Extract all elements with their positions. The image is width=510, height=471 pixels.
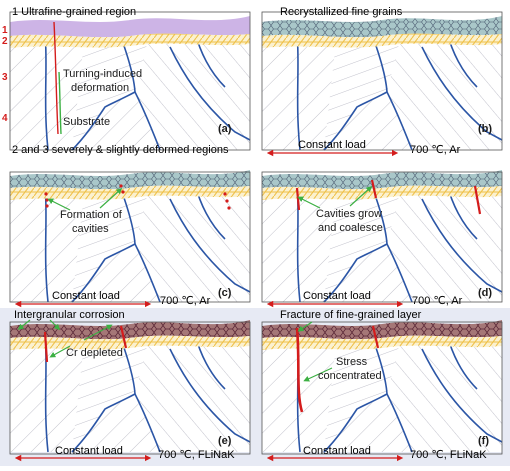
panel-f-title: Fracture of fine-grained layer xyxy=(280,309,422,321)
panel-c-pointers xyxy=(47,187,123,211)
turning-deformation-marker xyxy=(53,21,59,135)
panel-e-frame xyxy=(9,321,251,455)
panel-c-condition: 700 ℃, Ar xyxy=(160,295,211,307)
panel-c-annotation-2: cavities xyxy=(72,223,109,235)
panel-f-letter: (f) xyxy=(478,435,489,447)
layer-number-1: 1 xyxy=(2,25,8,36)
panel-a-frame xyxy=(9,11,251,151)
panel-f-annotation-1: Stress xyxy=(336,356,368,368)
panel-d-letter: (d) xyxy=(478,287,492,299)
panel-d-pointers xyxy=(297,185,373,209)
corroded-layer xyxy=(10,320,250,340)
panel-a-title: 1 Ultrafine-grained region xyxy=(12,6,136,18)
deformed-layer xyxy=(262,335,502,350)
panel-c xyxy=(9,170,251,303)
panel-e-condition: 700 ℃, FLiNaK xyxy=(158,449,235,461)
ultrafine-layer xyxy=(10,16,250,38)
panel-d-annotation-1: Cavities grow xyxy=(316,208,382,220)
panel-f-annotation-2: concentrated xyxy=(318,370,382,382)
panel-b-letter: (b) xyxy=(478,123,492,135)
panel-a-annotation-3: Substrate xyxy=(63,116,110,128)
panel-a xyxy=(9,11,251,151)
panel-e-title: Intergranular corrosion xyxy=(14,309,125,321)
panel-d-condition: 700 ℃, Ar xyxy=(412,295,463,307)
layer-number-3: 3 xyxy=(2,72,8,83)
deformed-layer xyxy=(10,185,250,200)
panel-e xyxy=(9,320,251,455)
deformed-layer xyxy=(262,185,502,200)
panel-b-load-label: Constant load xyxy=(298,139,366,151)
panel-b xyxy=(261,11,503,151)
corroded-layer xyxy=(262,320,502,340)
panel-c-annotation-1: Formation of xyxy=(60,209,123,221)
panel-c-letter: (c) xyxy=(218,287,232,299)
panel-f-frame xyxy=(261,321,503,455)
intergranular-cracks xyxy=(43,325,128,363)
fracture-cracks xyxy=(295,325,380,413)
layer-number-4: 4 xyxy=(2,113,8,124)
panel-f-pointers xyxy=(297,321,333,382)
panel-b-title: Recrystallized fine grains xyxy=(280,6,403,18)
panel-e-pointers xyxy=(17,319,113,358)
panel-a-caption: 2 and 3 severely & slightly deformed reg… xyxy=(12,144,229,156)
layer-number-2: 2 xyxy=(2,36,8,47)
panel-c-load-label: Constant load xyxy=(52,290,120,302)
substrate-marker xyxy=(58,71,62,135)
recrystallized-layer xyxy=(262,16,502,38)
fine-grain-layer xyxy=(262,170,502,190)
panel-f xyxy=(261,320,503,455)
panel-d xyxy=(261,170,503,303)
panel-e-load-label: Constant load xyxy=(55,445,123,457)
deformed-layer xyxy=(262,33,502,48)
severely-deformed-layer xyxy=(10,33,250,48)
panel-a-annotation-1: Turning-induced xyxy=(63,68,142,80)
panel-e-letter: (e) xyxy=(218,435,232,447)
fine-grain-layer xyxy=(10,170,250,190)
panel-b-condition: 700 ℃, Ar xyxy=(410,144,461,156)
panel-d-annotation-2: and coalesce xyxy=(318,222,383,234)
panel-a-annotation-2: deformation xyxy=(71,82,129,94)
cavities xyxy=(44,184,231,210)
panel-f-condition: 700 ℃, FLiNaK xyxy=(410,449,487,461)
panel-f-load-label: Constant load xyxy=(303,445,371,457)
panel-d-load-label: Constant load xyxy=(303,290,371,302)
panel-e-annotation: Cr depleted xyxy=(66,347,123,359)
panel-a-letter: (a) xyxy=(218,123,232,135)
